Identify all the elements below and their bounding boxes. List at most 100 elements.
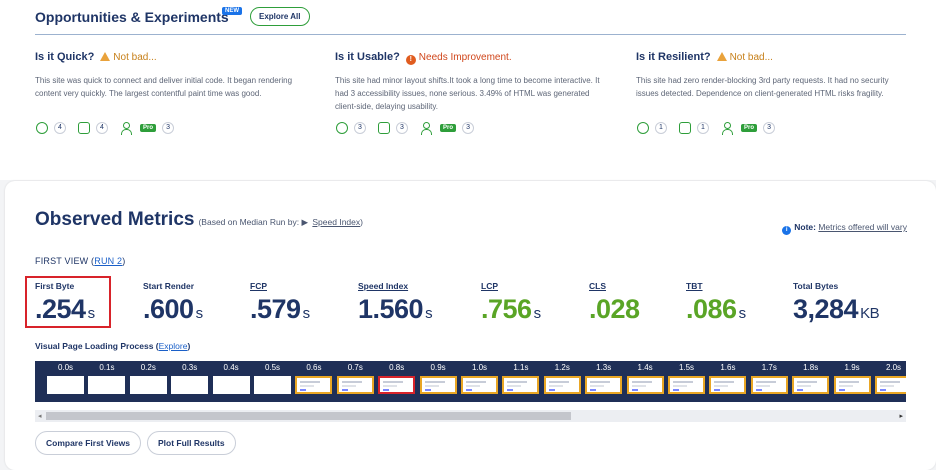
metric-label-link[interactable]: FCP bbox=[250, 281, 267, 291]
metric-tbt: TBT .086 s bbox=[686, 281, 746, 325]
filmstrip-frame[interactable]: 0.5s bbox=[252, 361, 293, 402]
frame-time: 0.1s bbox=[99, 363, 115, 372]
observed-metrics-card: Observed Metrics (Based on Median Run by:… bbox=[5, 181, 936, 470]
frame-thumbnail[interactable] bbox=[378, 376, 416, 394]
filmstrip-frame[interactable]: 0.1s bbox=[86, 361, 127, 402]
filmstrip-frame[interactable]: 0.6s bbox=[293, 361, 334, 402]
filmstrip-frame[interactable]: 1.6s bbox=[707, 361, 748, 402]
filmstrip-frame[interactable]: 0.8s bbox=[376, 361, 417, 402]
frame-thumbnail[interactable] bbox=[461, 376, 498, 394]
count-badge: 3 bbox=[462, 122, 475, 134]
filmstrip-frame[interactable]: 0.7s bbox=[335, 361, 376, 402]
explore-link[interactable]: Explore bbox=[158, 341, 188, 351]
metric-unit: s bbox=[195, 305, 204, 322]
frame-thumbnail[interactable] bbox=[254, 376, 291, 394]
usable-description: This site had minor layout shifts.It too… bbox=[335, 76, 600, 111]
frame-thumbnail[interactable] bbox=[502, 376, 540, 394]
resilient-column: Is it Resilient? Not bad... This site had… bbox=[636, 47, 906, 100]
metric-label-link[interactable]: TBT bbox=[686, 281, 703, 291]
compare-first-views-button[interactable]: Compare First Views bbox=[35, 431, 141, 455]
median-run-select[interactable]: Speed Index bbox=[312, 217, 361, 227]
camera-icon[interactable] bbox=[679, 122, 691, 134]
frame-thumbnail[interactable] bbox=[750, 376, 788, 394]
frame-thumbnail[interactable] bbox=[212, 376, 250, 394]
filmstrip-frame[interactable]: 1.1s bbox=[500, 361, 541, 402]
frame-thumbnail[interactable] bbox=[543, 376, 581, 394]
frame-time: 0.6s bbox=[306, 363, 322, 372]
usable-column: Is it Usable?! Needs Improvement. This si… bbox=[335, 47, 605, 113]
filmstrip-frame[interactable]: 1.0s bbox=[459, 361, 500, 402]
filmstrip-frame[interactable]: 1.5s bbox=[666, 361, 707, 402]
filmstrip-frame[interactable]: 1.9s bbox=[832, 361, 873, 402]
person-icon[interactable] bbox=[120, 122, 134, 135]
metric-label-link[interactable]: Speed Index bbox=[358, 281, 409, 291]
plot-full-results-button[interactable]: Plot Full Results bbox=[147, 431, 236, 455]
frame-thumbnail[interactable] bbox=[129, 376, 167, 394]
frame-thumbnail[interactable] bbox=[88, 376, 126, 394]
filmstrip-frame[interactable]: 0.3s bbox=[169, 361, 210, 402]
explore-all-button[interactable]: Explore All bbox=[250, 7, 310, 26]
filmstrip-frame[interactable]: 1.4s bbox=[625, 361, 666, 402]
filmstrip-frame[interactable]: 1.3s bbox=[583, 361, 624, 402]
metric-fcp: FCP .579 s bbox=[250, 281, 310, 325]
camera-icon[interactable] bbox=[378, 122, 390, 134]
frame-time: 1.4s bbox=[637, 363, 653, 372]
frame-thumbnail[interactable] bbox=[875, 376, 906, 394]
quick-question[interactable]: Is it Quick? bbox=[35, 51, 95, 63]
filmstrip-frame[interactable]: 0.2s bbox=[128, 361, 169, 402]
frame-thumbnail[interactable] bbox=[419, 376, 457, 394]
filmstrip[interactable]: 0.0s 0.1s 0.2s 0.3s 0.4s 0.5s 0.6s 0.7s 0.8s 0.9s… bbox=[35, 361, 906, 402]
frame-thumbnail[interactable] bbox=[626, 376, 664, 394]
visual-loading-label: Visual Page Loading Process (Explore) bbox=[35, 341, 191, 351]
camera-icon[interactable] bbox=[78, 122, 90, 134]
metric-value: .600 bbox=[143, 294, 194, 324]
resilient-question[interactable]: Is it Resilient? bbox=[636, 51, 711, 63]
frame-thumbnail[interactable] bbox=[585, 376, 623, 394]
visual-loading-text: Visual Page Loading Process bbox=[35, 341, 154, 351]
metric-label-link[interactable]: LCP bbox=[481, 281, 498, 291]
usable-question[interactable]: Is it Usable? bbox=[335, 51, 400, 63]
person-icon[interactable] bbox=[420, 122, 434, 135]
filmstrip-frame[interactable]: 1.8s bbox=[790, 361, 831, 402]
first-view-text: FIRST VIEW ( bbox=[35, 256, 95, 266]
frame-thumbnail[interactable] bbox=[792, 376, 830, 394]
metric-label-link[interactable]: CLS bbox=[589, 281, 606, 291]
scrollbar-thumb[interactable] bbox=[46, 412, 571, 420]
clock-icon[interactable] bbox=[36, 122, 48, 134]
scroll-right-arrow-icon[interactable]: ▸ bbox=[899, 413, 903, 420]
filmstrip-frame[interactable]: 0.0s bbox=[45, 361, 86, 402]
frame-thumbnail[interactable] bbox=[668, 376, 705, 394]
filmstrip-frame[interactable]: 0.4s bbox=[211, 361, 252, 402]
frame-thumbnail[interactable] bbox=[47, 376, 84, 394]
metric-unit: KB bbox=[860, 305, 880, 322]
pro-badge: Pro bbox=[741, 124, 758, 132]
filmstrip-frame[interactable]: 1.7s bbox=[749, 361, 790, 402]
pro-badge: Pro bbox=[440, 124, 457, 132]
frame-thumbnail[interactable] bbox=[336, 376, 374, 394]
frame-thumbnail[interactable] bbox=[295, 376, 333, 394]
metric-lcp: LCP .756 s bbox=[481, 281, 541, 325]
filmstrip-frame[interactable]: 0.9s bbox=[418, 361, 459, 402]
filmstrip-frame[interactable]: 1.2s bbox=[542, 361, 583, 402]
scroll-left-arrow-icon[interactable]: ◂ bbox=[38, 413, 42, 420]
count-badge: 1 bbox=[655, 122, 667, 134]
metric-speed-index: Speed Index 1.560 s bbox=[358, 281, 433, 325]
filmstrip-frame[interactable]: 2.0s bbox=[873, 361, 906, 402]
metric-label: First Byte bbox=[35, 281, 75, 291]
clock-icon[interactable] bbox=[637, 122, 649, 134]
first-view-close: ) bbox=[122, 256, 126, 266]
frame-thumbnail[interactable] bbox=[171, 376, 209, 394]
clock-icon[interactable] bbox=[336, 122, 348, 134]
frame-thumbnail[interactable] bbox=[709, 376, 747, 394]
note-link[interactable]: Metrics offered will vary bbox=[818, 222, 907, 232]
metric-value: .579 bbox=[250, 294, 301, 324]
frame-time: 0.7s bbox=[347, 363, 363, 372]
person-icon[interactable] bbox=[721, 122, 735, 135]
first-byte-highlight bbox=[25, 276, 111, 328]
quick-description: This site was quick to connect and deliv… bbox=[35, 76, 293, 98]
median-run-prefix: (Based on Median Run by: ▶ bbox=[198, 217, 309, 227]
run-link[interactable]: RUN 2 bbox=[94, 256, 123, 266]
filmstrip-scrollbar[interactable]: ◂ ▸ bbox=[35, 410, 906, 422]
resilient-description: This site had zero render-blocking 3rd p… bbox=[636, 76, 889, 98]
frame-thumbnail[interactable] bbox=[833, 376, 871, 394]
